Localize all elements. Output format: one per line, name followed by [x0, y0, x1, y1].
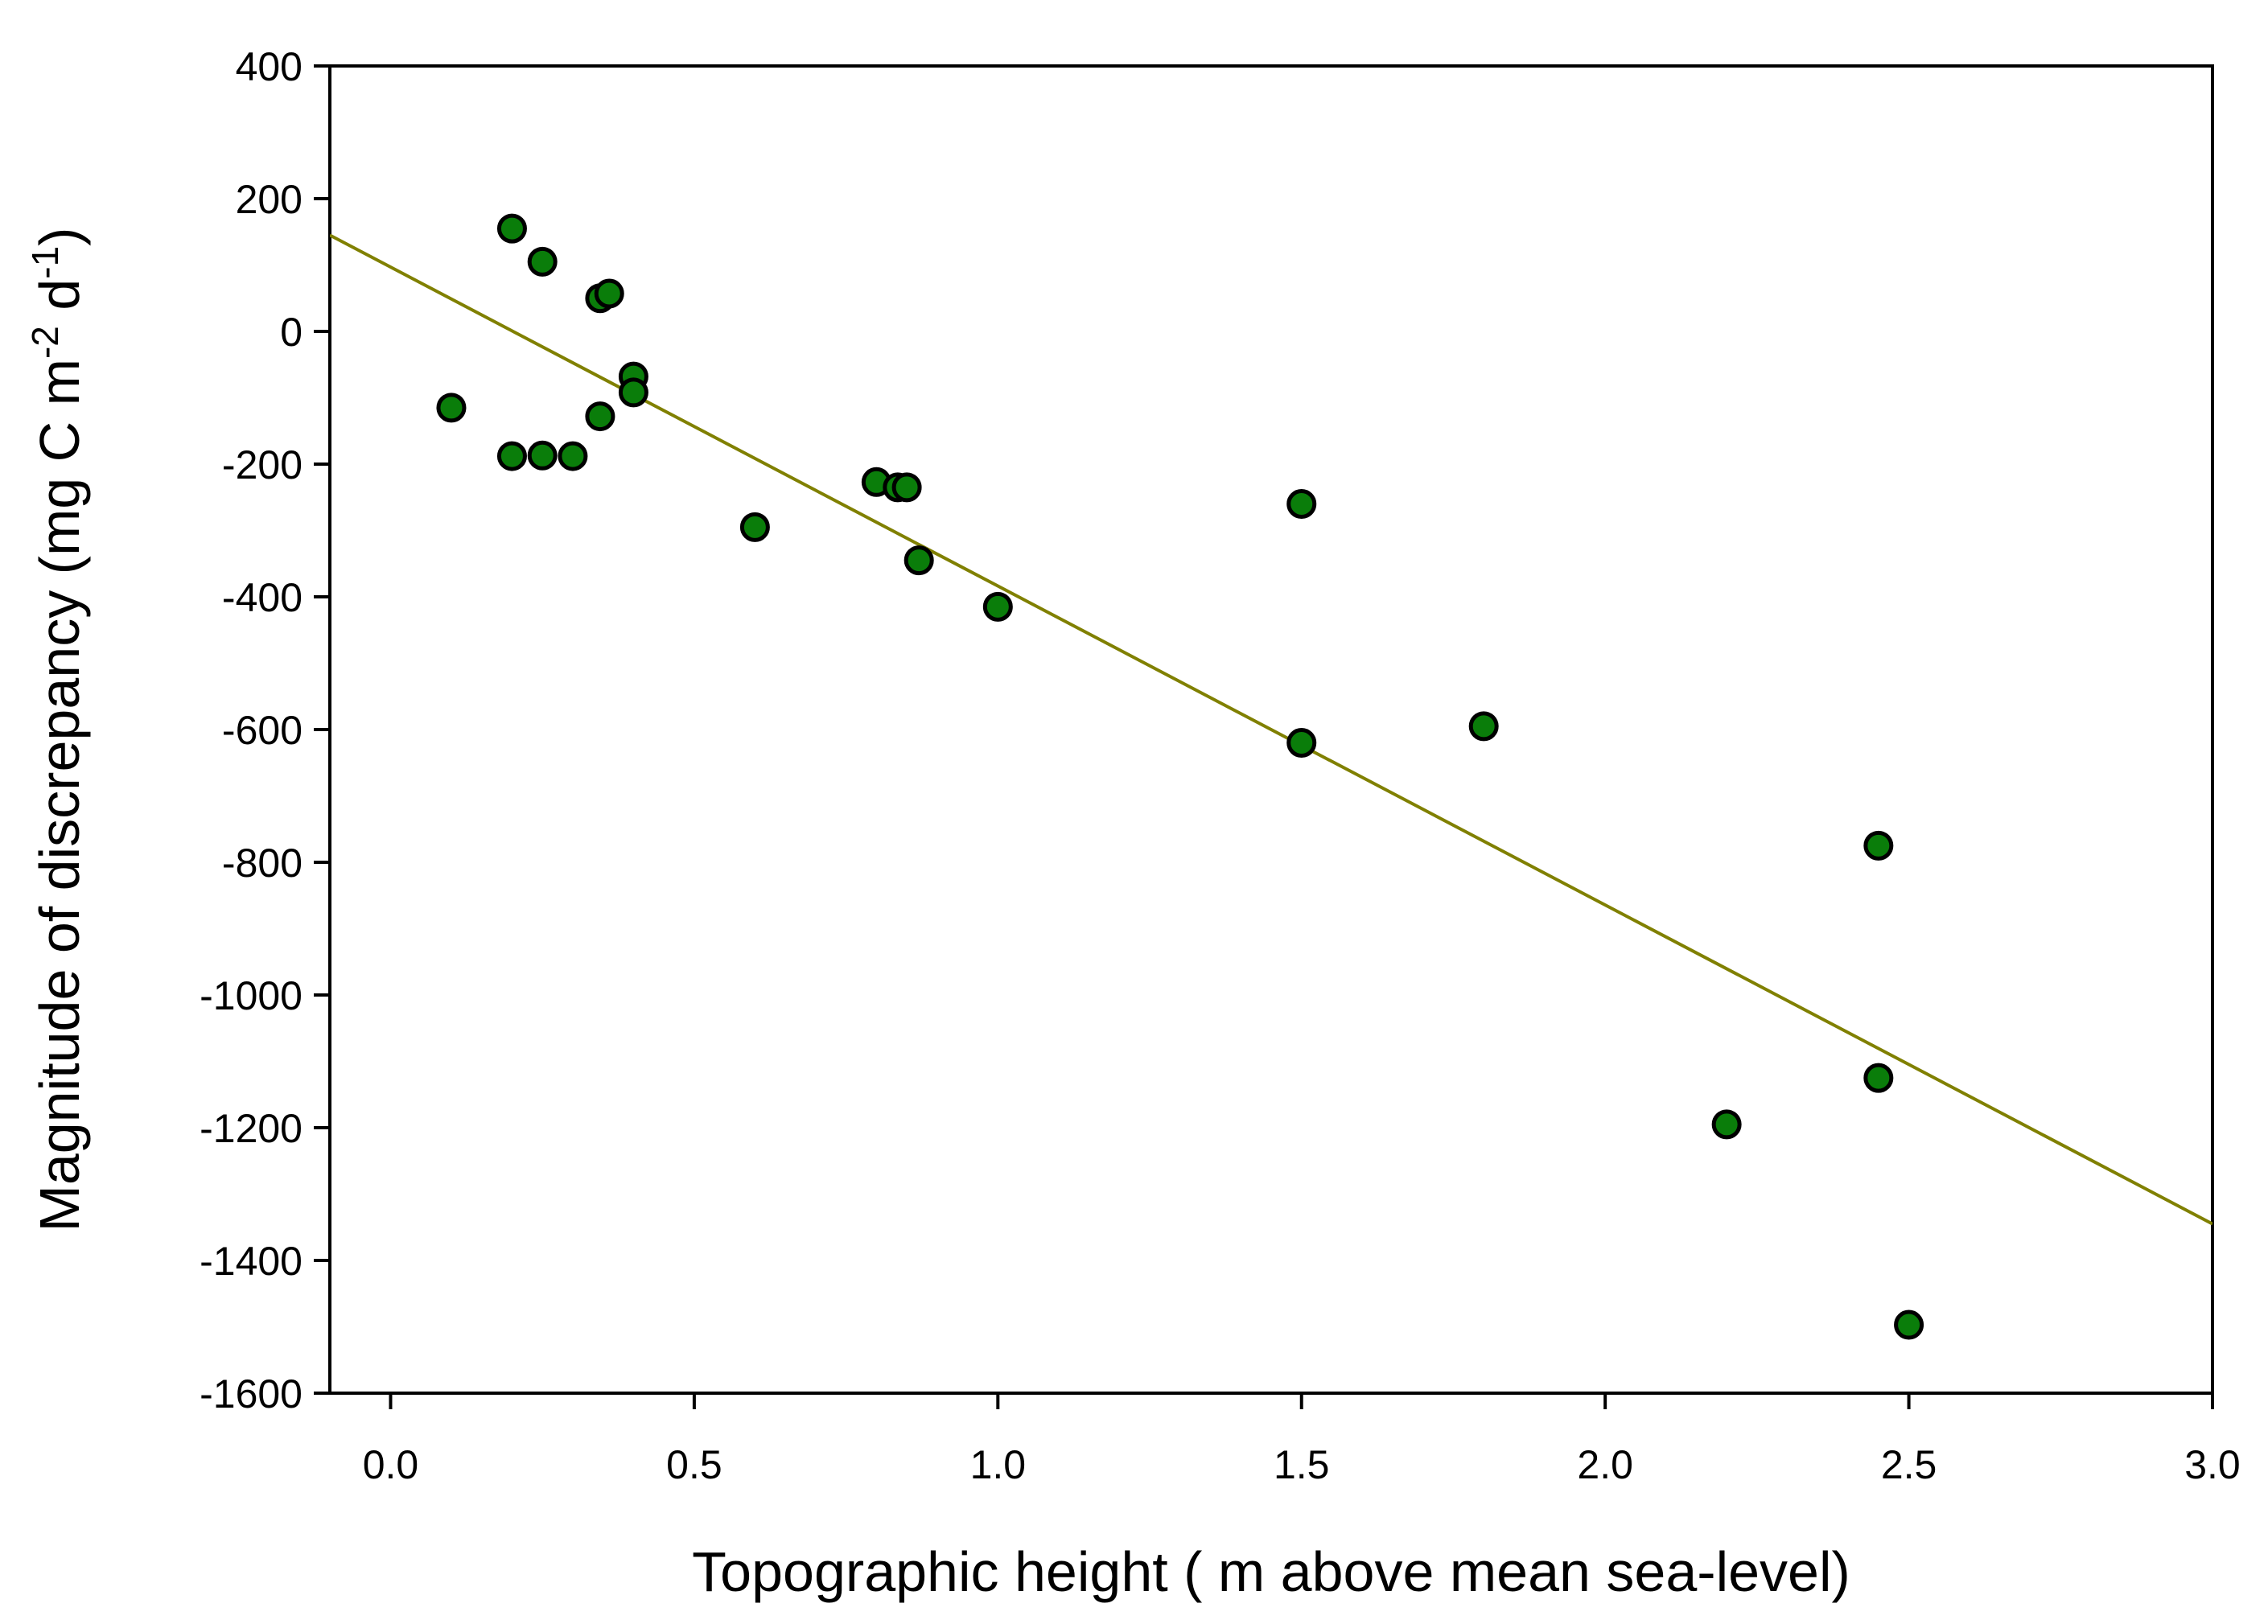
x-tick-label: 0.0: [363, 1442, 419, 1487]
y-axis-title-main: Magnitude of discrepancy (mg C m: [28, 359, 91, 1231]
y-axis-title-sup2: -1: [24, 246, 66, 279]
data-point: [527, 440, 558, 471]
data-point: [891, 472, 922, 503]
data-point: [496, 441, 527, 471]
y-tick-label: -200: [222, 442, 303, 487]
y-tick-label: 0: [280, 310, 303, 355]
data-point: [1863, 1063, 1894, 1093]
y-tick-label: -1200: [200, 1106, 303, 1151]
data-point: [1286, 728, 1317, 758]
data-point: [1711, 1109, 1742, 1140]
y-axis-title: Magnitude of discrepancy (mg C m-2 d-1): [24, 228, 91, 1232]
x-tick-label: 0.5: [666, 1442, 722, 1487]
y-tick-label: -1600: [200, 1371, 303, 1416]
x-tick-label: 1.0: [970, 1442, 1027, 1487]
x-tick-label: 2.5: [1881, 1442, 1937, 1487]
y-tick-label: -400: [222, 575, 303, 620]
x-axis-title: Topographic height ( m above mean sea-le…: [692, 1540, 1850, 1603]
y-tick-label: -1400: [200, 1239, 303, 1284]
regression-line: [330, 233, 2212, 1226]
y-tick-label: -600: [222, 708, 303, 753]
data-point: [558, 441, 588, 471]
data-point: [496, 213, 527, 244]
y-axis-title-mid: d: [28, 279, 91, 326]
data-point: [903, 545, 934, 576]
data-point: [1468, 711, 1499, 742]
data-point: [594, 278, 624, 309]
data-point: [1894, 1309, 1924, 1340]
y-tick-label: -1000: [200, 973, 303, 1018]
data-point: [739, 512, 770, 542]
x-tick-label: 1.5: [1274, 1442, 1330, 1487]
data-point: [1863, 830, 1894, 861]
x-tick-label: 3.0: [2184, 1442, 2241, 1487]
y-tick-label: 200: [236, 177, 303, 222]
data-point: [982, 591, 1013, 622]
y-axis-title-end: ): [28, 228, 91, 246]
y-tick-label: 400: [236, 44, 303, 89]
y-axis-title-sup1: -2: [24, 326, 66, 359]
x-tick-label: 2.0: [1577, 1442, 1633, 1487]
y-tick-label: -800: [222, 841, 303, 886]
data-point: [585, 401, 615, 432]
data-point: [436, 393, 467, 423]
data-point: [527, 246, 558, 277]
data-point: [618, 377, 648, 408]
data-point: [1286, 489, 1317, 519]
